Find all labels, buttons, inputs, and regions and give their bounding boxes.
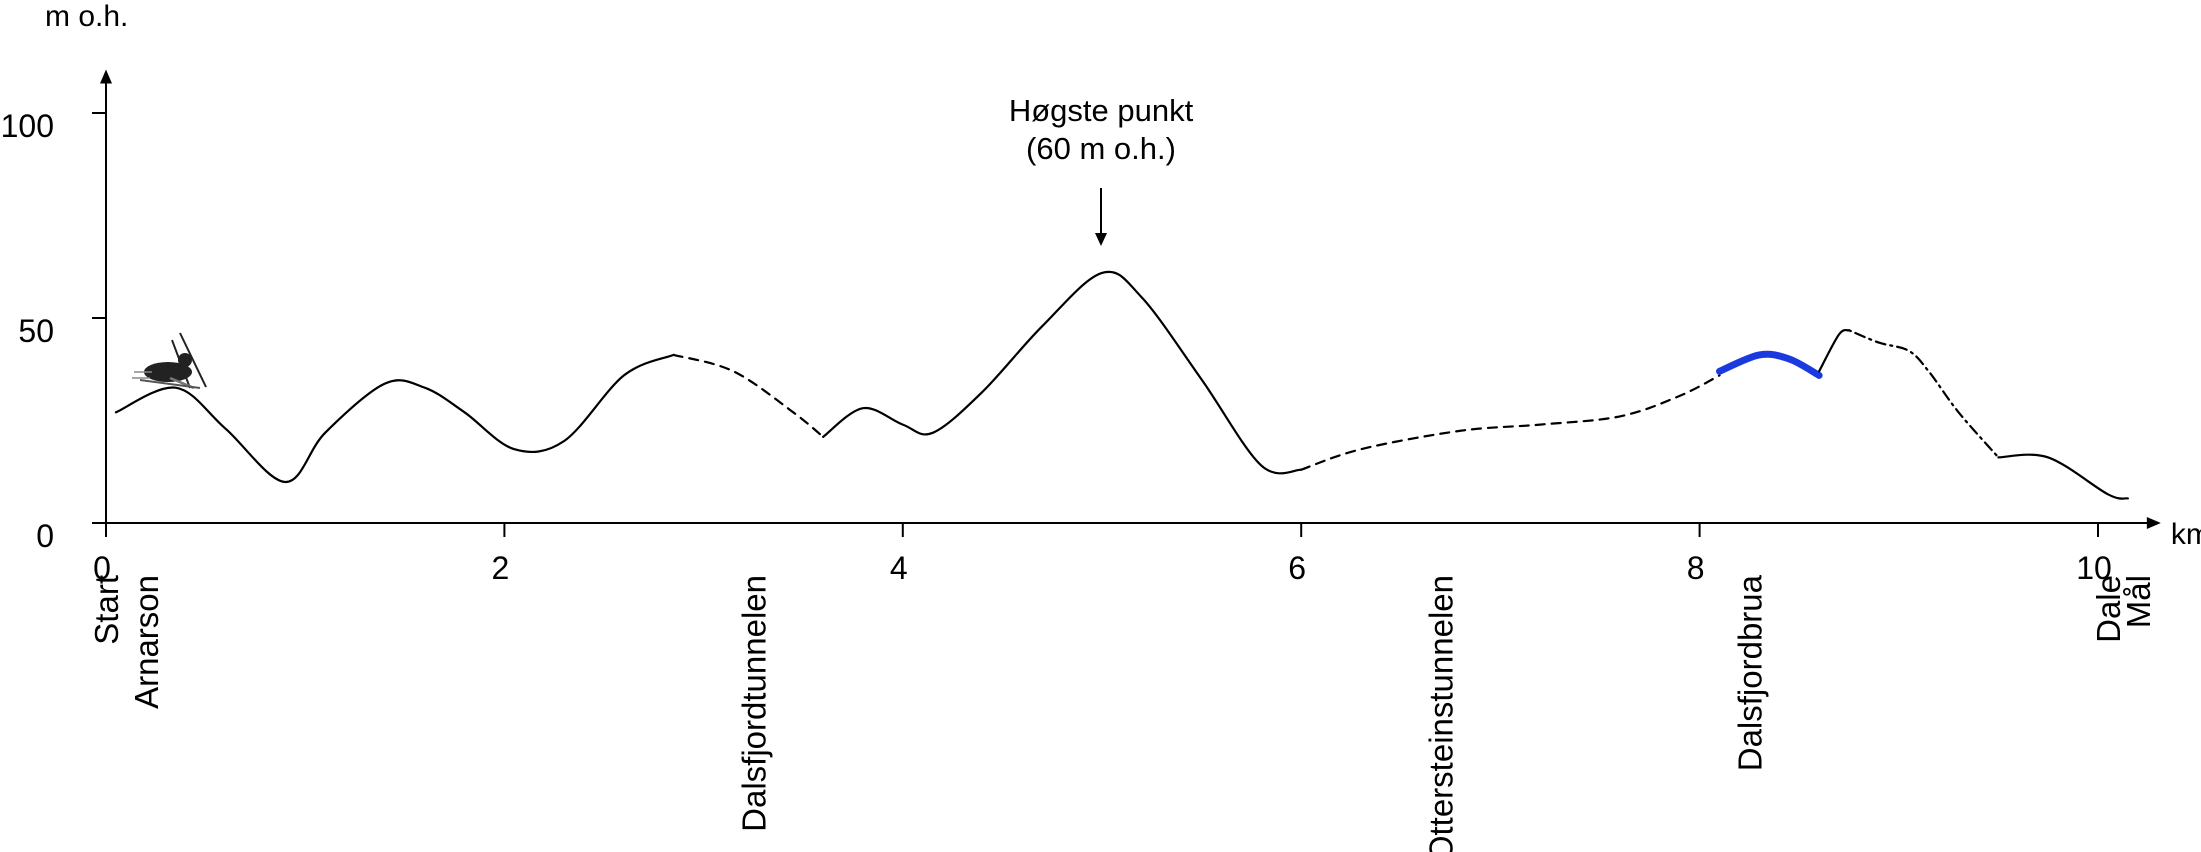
place-label: Ottersteinstunnelen <box>1423 575 1460 852</box>
y-axis-title: m o.h. <box>45 0 128 33</box>
profile-segment-road <box>1997 453 2129 500</box>
x-axis-arrow-icon <box>2146 517 2161 529</box>
place-label: Arnarson <box>128 575 165 709</box>
place-label: Dale <box>2090 575 2127 643</box>
profile-segment-bridge <box>1716 350 1823 379</box>
elevation-profile <box>114 270 2129 500</box>
profile-segment-dotted <box>1847 329 2000 459</box>
ski-pole <box>171 339 191 389</box>
place-label: Dalsfjordtunnelen <box>735 575 772 832</box>
skier-figure <box>132 332 207 390</box>
x-tick-label: 0 <box>93 550 111 586</box>
cross-country-skier-icon <box>132 332 207 390</box>
place-label: Dalsfjordbrua <box>1731 574 1768 771</box>
x-tick-label: 6 <box>1288 550 1306 586</box>
y-tick-label: 0 <box>36 518 54 554</box>
profile-segment-tunnel <box>672 353 825 438</box>
x-axis-title: km <box>2171 518 2201 551</box>
profile-segment-road <box>1818 328 1851 373</box>
place-label: Start <box>88 575 125 645</box>
x-tick-label: 2 <box>492 550 510 586</box>
profile-segment-tunnel <box>1300 374 1721 471</box>
y-axis-arrow-icon <box>100 69 112 84</box>
skier-body <box>144 362 192 382</box>
x-tick-label: 10 <box>2076 550 2112 586</box>
x-tick-label: 8 <box>1687 550 1705 586</box>
place-labels: Start Arnarson Dalsfjordtunnelen Otterstein… <box>88 574 2157 852</box>
peak-annotation-line2: (60 m o.h.) <box>1026 131 1176 166</box>
down-arrow-icon <box>1095 233 1107 246</box>
axis-labels: m o.h. km <box>45 0 2201 551</box>
peak-annotation: Høgste punkt(60 m o.h.) <box>1009 93 1194 246</box>
peak-annotation-line1: Høgste punkt <box>1009 93 1194 128</box>
profile-segment-road <box>114 353 675 484</box>
ski-pole <box>179 332 207 388</box>
profile-segment-road <box>822 270 1303 475</box>
y-tick-label: 100 <box>1 108 54 144</box>
y-tick-label: 50 <box>18 313 54 349</box>
place-label: Mål <box>2120 575 2157 628</box>
x-tick-label: 4 <box>890 550 908 586</box>
ski <box>139 379 201 389</box>
